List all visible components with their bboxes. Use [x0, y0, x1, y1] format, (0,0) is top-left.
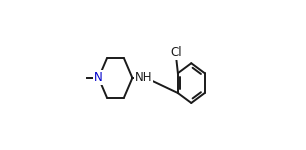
Text: N: N [94, 71, 103, 84]
Text: Cl: Cl [171, 46, 182, 59]
Text: NH: NH [135, 71, 152, 84]
